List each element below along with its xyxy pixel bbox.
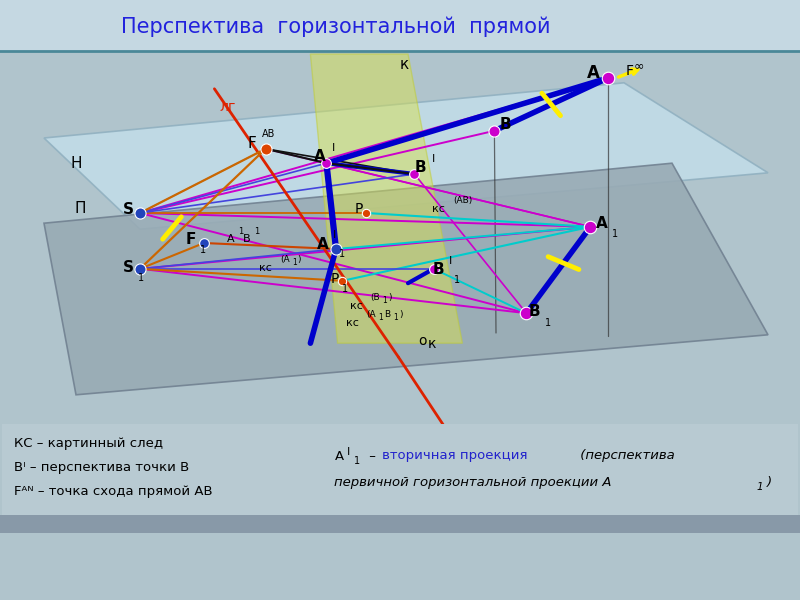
Text: I: I [333, 230, 336, 240]
Polygon shape [44, 83, 768, 229]
Text: 1: 1 [254, 227, 260, 236]
Text: лг: лг [220, 100, 236, 114]
Text: кс: кс [346, 318, 358, 328]
Text: 1: 1 [354, 456, 361, 466]
Text: первичной горизонтальной проекции А: первичной горизонтальной проекции А [334, 476, 612, 489]
Text: (А: (А [280, 255, 290, 264]
Text: П: П [74, 201, 86, 216]
Text: Н: Н [70, 156, 82, 170]
Text: 1: 1 [454, 275, 461, 285]
Text: 1: 1 [545, 318, 551, 328]
Text: ): ) [298, 255, 301, 264]
Text: (А: (А [366, 310, 376, 319]
FancyBboxPatch shape [2, 424, 798, 517]
Text: F: F [248, 136, 256, 151]
Text: (AB): (AB) [453, 196, 472, 205]
Text: А: А [596, 215, 607, 230]
Text: 1: 1 [382, 296, 387, 305]
Text: F: F [186, 232, 195, 247]
Text: P: P [354, 202, 362, 216]
Text: Fᴬᴺ – точка схода прямой AB: Fᴬᴺ – точка схода прямой AB [14, 485, 213, 499]
Text: о: о [418, 334, 426, 348]
Text: 1: 1 [394, 313, 398, 322]
FancyBboxPatch shape [0, 515, 800, 533]
Text: 1: 1 [757, 482, 763, 492]
Text: Bᴵ – перспектива точки B: Bᴵ – перспектива точки B [14, 461, 190, 475]
Text: S: S [122, 259, 134, 275]
Text: А: А [314, 149, 326, 164]
Text: В: В [414, 160, 426, 175]
Polygon shape [44, 163, 768, 395]
Polygon shape [310, 54, 462, 343]
Text: Перспектива  горизонтальной  прямой: Перспектива горизонтальной прямой [122, 17, 550, 37]
Text: S: S [122, 202, 134, 217]
Text: В: В [433, 263, 444, 277]
Text: В: В [384, 310, 390, 319]
Text: В: В [529, 304, 540, 319]
Text: 1: 1 [612, 229, 618, 239]
Text: AB: AB [262, 129, 276, 139]
Text: F: F [626, 64, 634, 78]
Text: 1: 1 [200, 245, 206, 255]
Text: 1: 1 [339, 249, 346, 259]
Text: 1: 1 [238, 227, 244, 236]
Text: кс: кс [350, 301, 362, 311]
Text: 1: 1 [138, 273, 144, 283]
Text: ): ) [399, 310, 402, 319]
Text: ): ) [766, 476, 771, 489]
Text: (перспектива: (перспектива [576, 449, 674, 463]
Text: 1: 1 [292, 258, 297, 267]
Text: В: В [242, 234, 250, 244]
Text: A: A [587, 64, 600, 82]
FancyBboxPatch shape [0, 0, 800, 51]
Text: P: P [330, 272, 338, 286]
Text: I: I [449, 256, 452, 266]
Text: вторичная проекция: вторичная проекция [382, 449, 528, 463]
Text: к: к [428, 337, 436, 352]
Text: A: A [334, 449, 343, 463]
Text: –: – [365, 449, 380, 463]
Text: А: А [226, 234, 234, 244]
Text: B: B [500, 118, 511, 132]
Text: А: А [317, 237, 328, 252]
Text: к: к [399, 57, 409, 72]
Text: (В: (В [370, 293, 380, 302]
Text: кс: кс [259, 263, 272, 272]
Text: КС – картинный след: КС – картинный след [14, 437, 163, 451]
Text: 1: 1 [378, 313, 383, 322]
Text: кс: кс [432, 204, 445, 214]
Text: ): ) [388, 293, 391, 302]
Text: I: I [332, 143, 335, 153]
Text: ∞: ∞ [634, 59, 643, 73]
Text: 1: 1 [342, 284, 349, 295]
Text: I: I [347, 447, 350, 457]
Text: I: I [432, 154, 435, 164]
